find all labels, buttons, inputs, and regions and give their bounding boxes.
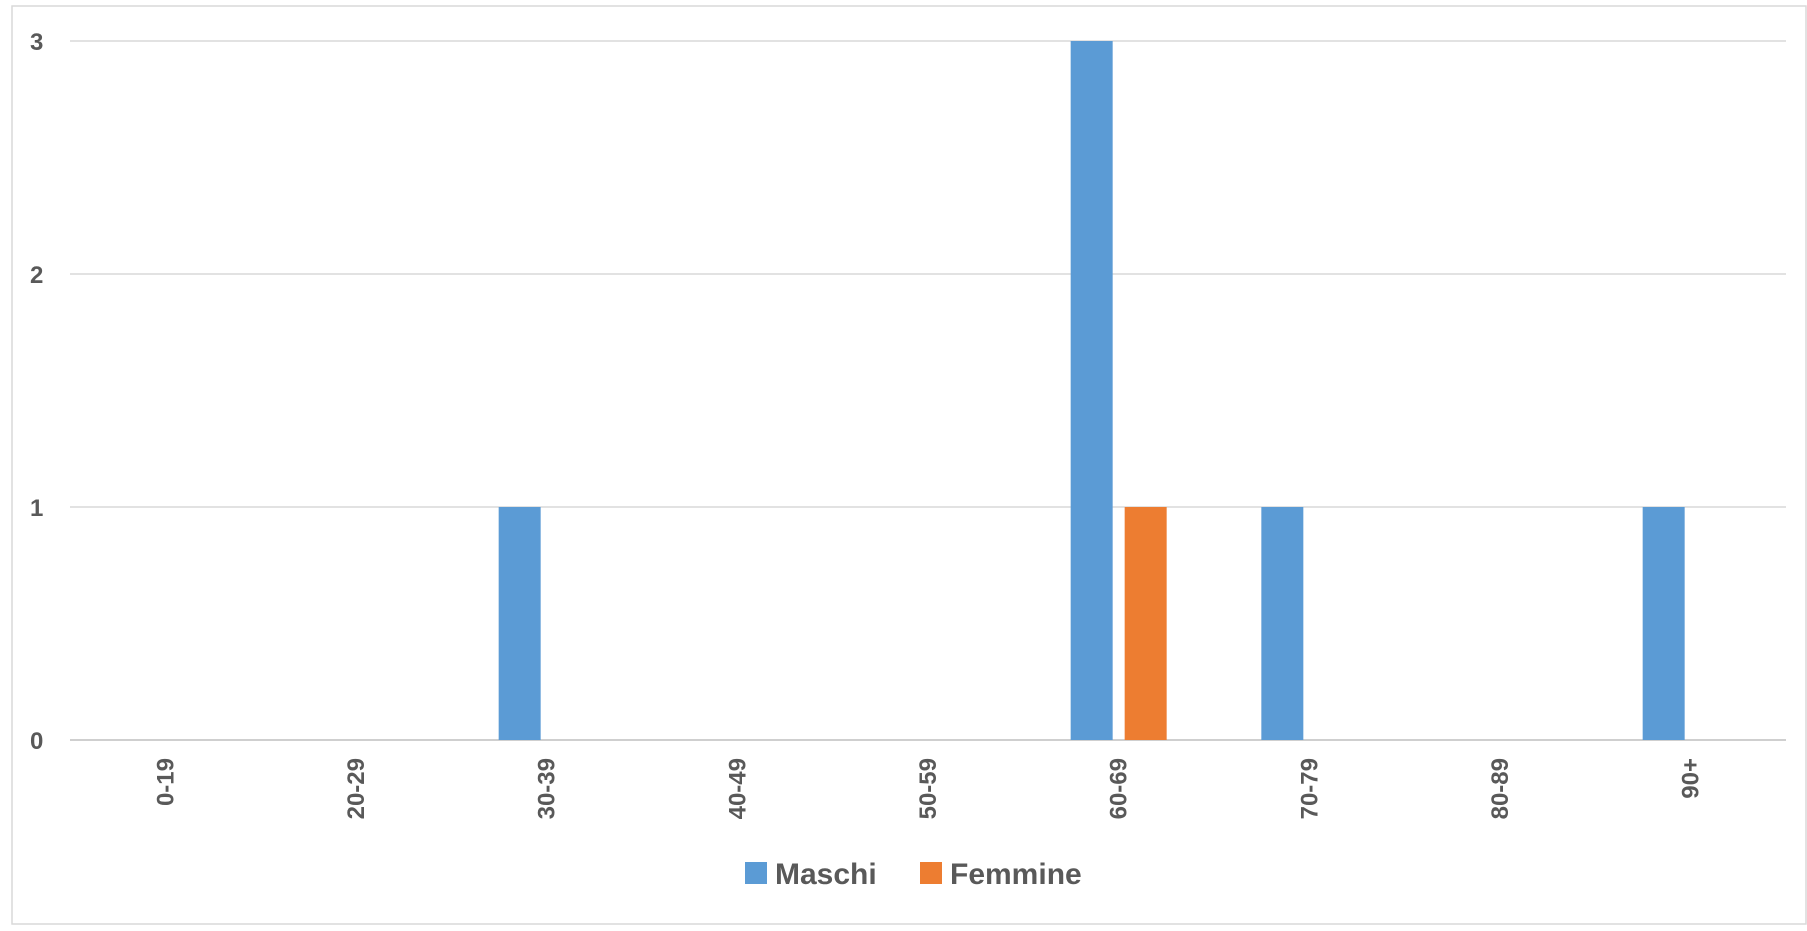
legend-label-maschi: Maschi xyxy=(775,858,877,891)
chart-border xyxy=(11,5,1807,925)
gridlines xyxy=(70,40,1786,741)
x-tick-label: 40-49 xyxy=(724,758,751,819)
bar-maschi-60-69 xyxy=(1070,41,1113,740)
x-axis-ticks: 0-19 20-29 30-39 40-49 50-59 60-69 70-79 80-89 9… xyxy=(152,758,1704,819)
bar-maschi-70-79 xyxy=(1261,507,1304,740)
x-tick-label: 80-89 xyxy=(1487,758,1514,819)
y-tick-label: 2 xyxy=(30,262,43,289)
bar-femmine-60-69 xyxy=(1124,507,1167,740)
legend-swatch-maschi xyxy=(745,862,767,884)
x-tick-label: 30-39 xyxy=(534,758,561,819)
x-tick-label: 70-79 xyxy=(1296,758,1323,819)
x-tick-label: 0-19 xyxy=(152,758,179,806)
x-tick-label: 90+ xyxy=(1678,758,1705,799)
legend: Maschi Femmine xyxy=(745,858,1082,891)
bars xyxy=(498,41,1685,740)
bar-maschi-90+ xyxy=(1642,507,1685,740)
bar-maschi-30-39 xyxy=(498,507,541,740)
x-tick-label: 20-29 xyxy=(343,758,370,819)
y-tick-label: 3 xyxy=(30,29,43,56)
y-tick-label: 1 xyxy=(30,495,43,522)
y-axis-ticks: 0 1 2 3 xyxy=(30,29,43,755)
x-tick-label: 50-59 xyxy=(915,758,942,819)
x-tick-label: 60-69 xyxy=(1106,758,1133,819)
legend-label-femmine: Femmine xyxy=(950,858,1082,891)
legend-swatch-femmine xyxy=(920,862,942,884)
y-tick-label: 0 xyxy=(30,728,43,755)
